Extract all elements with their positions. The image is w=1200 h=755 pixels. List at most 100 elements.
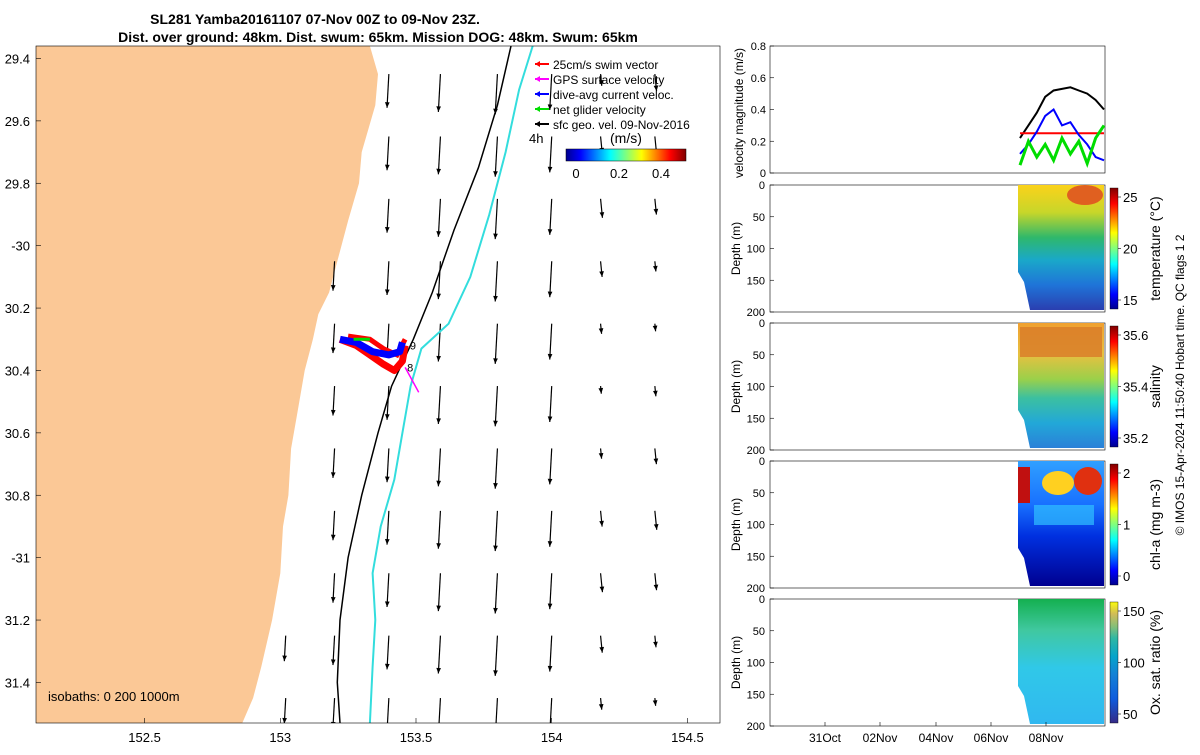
chl-low-patch bbox=[1034, 505, 1094, 525]
vector-head bbox=[384, 289, 390, 296]
section-colorbar bbox=[1109, 463, 1119, 586]
chl-high-patch bbox=[1074, 467, 1102, 495]
vector-shaft bbox=[437, 386, 442, 424]
vector-head bbox=[547, 665, 553, 672]
vector-head bbox=[436, 543, 441, 549]
velocity-y-tick-label: 0 bbox=[760, 168, 766, 180]
colorbar-tick-1: 0.2 bbox=[610, 166, 628, 181]
vector-head bbox=[384, 538, 390, 545]
map-y-tick-label: 30.2 bbox=[5, 301, 30, 316]
section-ylabel: Depth (m) bbox=[729, 222, 743, 275]
vector-head bbox=[493, 607, 498, 614]
time-axis: 31Oct 02Nov 04Nov 06Nov 08Nov bbox=[809, 722, 1063, 745]
map-y-tick-label: 30.8 bbox=[5, 488, 30, 503]
map-x-tick-label: 154.5 bbox=[671, 730, 704, 745]
vector-head bbox=[652, 265, 658, 272]
legend-arrowhead bbox=[535, 121, 540, 127]
time-tick-label: 31Oct bbox=[809, 731, 842, 745]
vector-head bbox=[330, 721, 336, 723]
map-x-tick-label: 152.5 bbox=[128, 730, 161, 745]
vector-head bbox=[653, 390, 658, 397]
vector-head bbox=[493, 545, 498, 552]
legend-label: dive-avg current veloc. bbox=[553, 88, 674, 102]
vector-head bbox=[598, 80, 604, 86]
vector-shaft bbox=[437, 261, 442, 300]
section-panel-salinity: 0 50 100 150 200 Depth (m) 35.6 35.4 35.2 salinit… bbox=[729, 318, 1163, 457]
section-y-tick-label: 200 bbox=[747, 445, 765, 457]
vector-head bbox=[547, 541, 553, 547]
vector-head bbox=[598, 387, 604, 394]
vector-shaft bbox=[549, 510, 553, 547]
vector-head bbox=[653, 458, 659, 465]
vector-head bbox=[282, 717, 287, 723]
map-panel: 98 152.5 153 153.5 154 154.529.429.629.8-303… bbox=[5, 45, 721, 745]
vector-head bbox=[653, 524, 659, 530]
vector-head bbox=[436, 231, 441, 237]
section-y-tick-label: 150 bbox=[747, 275, 765, 287]
vector-shaft bbox=[386, 448, 390, 483]
vector-shaft bbox=[495, 698, 499, 723]
vector-head bbox=[493, 483, 498, 489]
vector-head bbox=[330, 285, 336, 291]
section-y-tick-label: 50 bbox=[753, 212, 765, 224]
isobaths-label: isobaths: 0 200 1000m bbox=[48, 689, 180, 704]
velocity-series-line bbox=[1019, 107, 1105, 162]
section-y-tick-label: 0 bbox=[759, 180, 765, 192]
vector-shaft bbox=[494, 510, 499, 552]
velocity-series bbox=[1018, 86, 1106, 168]
vector-head bbox=[436, 168, 441, 175]
velocity-series-line bbox=[1018, 124, 1106, 168]
map-x-tick-label: 153 bbox=[269, 730, 291, 745]
section-y-tick-label: 100 bbox=[747, 520, 765, 532]
cbar-tick-label: 150 bbox=[1123, 604, 1145, 619]
dive-avg-current-track bbox=[339, 335, 406, 359]
time-tick-label: 06Nov bbox=[974, 731, 1009, 745]
track-label-8: 8 bbox=[407, 362, 413, 374]
vector-head bbox=[547, 478, 553, 485]
title-line-1: SL281 Yamba20161107 07-Nov 00Z to 09-Nov… bbox=[150, 11, 480, 27]
vector-head bbox=[547, 416, 553, 422]
map-y-tick-label: 29.6 bbox=[5, 114, 30, 129]
vector-shaft bbox=[549, 448, 553, 485]
section-colorbar bbox=[1109, 187, 1119, 310]
vector-head bbox=[436, 730, 441, 736]
vector-shaft bbox=[386, 573, 390, 608]
vector-shaft bbox=[549, 573, 553, 610]
vector-head bbox=[653, 85, 659, 92]
velocity-y-ticks: 0 0.2 0.4 0.6 0.8 bbox=[751, 41, 774, 180]
section-y-tick-label: 50 bbox=[753, 350, 765, 362]
vector-head bbox=[653, 584, 659, 591]
track-label-9: 9 bbox=[410, 341, 416, 353]
vector-shaft bbox=[549, 261, 553, 298]
isobath-200m bbox=[336, 46, 512, 723]
vector-head bbox=[436, 293, 441, 300]
vector-shaft bbox=[494, 261, 499, 302]
section-y-tick-label: 200 bbox=[747, 721, 765, 733]
vector-shaft bbox=[549, 698, 553, 723]
section-y-tick-label: 200 bbox=[747, 307, 765, 319]
map-y-tick-label: 30.6 bbox=[5, 426, 30, 441]
velocity-y-tick-label: 0.8 bbox=[751, 41, 766, 53]
cbar-tick-label: 25 bbox=[1123, 190, 1137, 205]
vector-head bbox=[493, 358, 498, 364]
vector-head bbox=[653, 208, 659, 215]
vector-head bbox=[330, 472, 336, 478]
vector-head bbox=[493, 171, 498, 177]
vector-head bbox=[330, 597, 336, 603]
high-salinity-patch bbox=[1020, 327, 1102, 357]
speed-colorbar bbox=[565, 148, 687, 162]
cbar-label: chl-a (mg m-3) bbox=[1147, 479, 1163, 570]
colorbar-label: (m/s) bbox=[610, 130, 642, 146]
velocity-ylabel: velocity magnitude (m/s) bbox=[732, 48, 746, 178]
section-y-tick-label: 200 bbox=[747, 583, 765, 595]
map-frame bbox=[35, 45, 721, 724]
vector-shaft bbox=[386, 198, 390, 233]
velocity-series-line bbox=[1019, 86, 1105, 139]
vector-head bbox=[384, 414, 390, 420]
cbar-tick-label: 35.4 bbox=[1123, 380, 1148, 395]
velocity-panel: 0 0.2 0.4 0.6 0.8 velocity magnitude (m/s) bbox=[732, 41, 1106, 180]
vector-head bbox=[598, 703, 604, 710]
vector-shaft bbox=[494, 573, 499, 614]
